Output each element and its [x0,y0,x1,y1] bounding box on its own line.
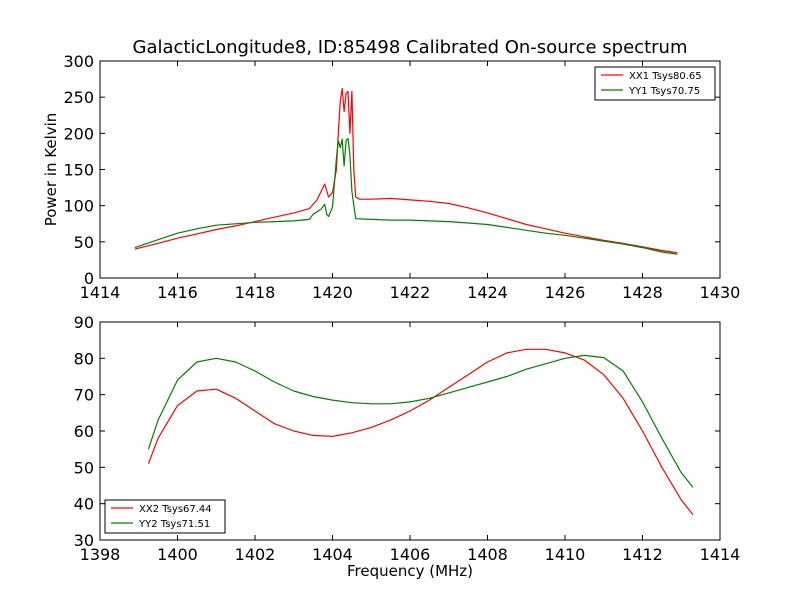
bottom-x-tick-label: 1402 [235,545,276,564]
top-y-axis-label: Power in Kelvin [42,113,60,227]
top-x-tick-label: 1422 [390,283,431,302]
top-legend-label-1: XX1 Tsys80.65 [629,71,702,82]
top-y-tick-label: 100 [63,197,94,216]
top-x-tick-label: 1430 [700,283,741,302]
bottom-series-line-1 [147,348,694,515]
bottom-x-tick-label: 1410 [545,545,586,564]
top-y-tick-label: 0 [84,269,94,288]
bottom-x-tick-label: 1398 [80,545,121,564]
top-series-line-2 [134,137,678,255]
bottom-x-tick-label: 1406 [390,545,431,564]
bottom-y-tick-label: 90 [74,313,94,332]
bottom-legend-box [104,499,226,534]
bottom-y-tick-label: 70 [74,386,94,405]
top-x-tick-label: 1414 [80,283,121,302]
top-x-tick-label: 1418 [235,283,276,302]
top-series-line-1 [134,87,678,254]
bottom-legend: XX2 Tsys67.44 YY2 Tsys71.51 [104,499,226,534]
bottom-x-axis-label: Frequency (MHz) [347,562,473,580]
bottom-series-line-2 [147,354,694,488]
top-legend-label-2: YY1 Tsys70.75 [628,86,700,97]
bottom-legend-label-1: XX2 Tsys67.44 [139,504,212,515]
top-x-tick-label: 1426 [545,283,586,302]
top-y-tick-label: 50 [74,233,94,252]
top-panel: 1414 1416 1418 1420 1422 1424 1426 1428 1430 0 50 1… [42,52,740,302]
bottom-x-tick-label: 1408 [467,545,508,564]
bottom-x-tick-label: 1400 [157,545,198,564]
figure-title: GalacticLongitude8, ID:85498 Calibrated … [133,37,688,58]
bottom-x-tick-label: 1404 [312,545,353,564]
top-y-tick-label: 250 [63,88,94,107]
bottom-y-tick-label: 40 [74,495,94,514]
top-x-tick-label: 1424 [467,283,508,302]
top-x-tick-label: 1420 [312,283,353,302]
top-y-tick-label: 150 [63,161,94,180]
bottom-x-tick-label: 1412 [622,545,663,564]
top-x-tick-label: 1428 [622,283,663,302]
top-legend-box [594,66,716,101]
bottom-panel: 1398 1400 1402 1404 1406 1408 1410 1412 1414 30 40… [74,313,741,580]
bottom-y-tick-label: 60 [74,422,94,441]
top-y-tick-label: 200 [63,124,94,143]
bottom-y-tick-label: 50 [74,458,94,477]
bottom-y-tick-label: 30 [74,531,94,550]
top-x-tick-label: 1416 [157,283,198,302]
top-legend: XX1 Tsys80.65 YY1 Tsys70.75 [594,66,716,101]
bottom-y-tick-label: 80 [74,349,94,368]
bottom-legend-label-2: YY2 Tsys71.51 [138,519,210,530]
bottom-x-tick-label: 1414 [700,545,741,564]
top-y-tick-label: 300 [63,52,94,71]
